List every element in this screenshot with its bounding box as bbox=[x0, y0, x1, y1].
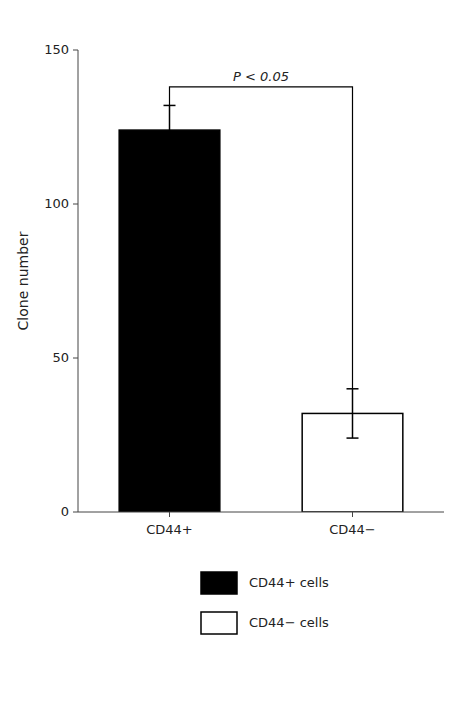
x-axis-line bbox=[78, 512, 444, 513]
marks bbox=[119, 105, 403, 512]
significance-text: P < 0.05 bbox=[233, 69, 289, 84]
legend-swatch bbox=[201, 612, 237, 634]
x-tick bbox=[169, 512, 170, 517]
x-axis: CD44+ CD44− bbox=[78, 512, 444, 537]
legend-label: CD44+ cells bbox=[249, 575, 329, 590]
x-tick bbox=[352, 512, 353, 517]
chart-svg: 0 50 100 150 Clone number CD44+ CD44− P < 0.05 C… bbox=[0, 0, 474, 712]
significance-bracket bbox=[170, 87, 353, 389]
x-tick-label: CD44+ bbox=[146, 522, 193, 537]
legend-swatch bbox=[201, 572, 237, 594]
bracket-line bbox=[170, 87, 353, 389]
y-tick-label: 150 bbox=[44, 42, 69, 57]
y-tick-label: 0 bbox=[61, 504, 69, 519]
error-bar-stem bbox=[169, 105, 171, 154]
error-bar bbox=[164, 105, 176, 154]
chart-container: 0 50 100 150 Clone number CD44+ CD44− P < 0.05 C… bbox=[0, 0, 474, 712]
legend-label: CD44− cells bbox=[249, 615, 329, 630]
y-tick bbox=[73, 50, 78, 51]
y-tick bbox=[73, 358, 78, 359]
error-bar-cap bbox=[164, 154, 176, 156]
y-tick-label: 50 bbox=[52, 350, 69, 365]
y-axis: 0 50 100 150 bbox=[44, 42, 78, 519]
bar bbox=[119, 130, 220, 512]
y-axis-label: Clone number bbox=[15, 231, 31, 330]
y-tick bbox=[73, 512, 78, 513]
y-tick bbox=[73, 204, 78, 205]
x-tick-label: CD44− bbox=[329, 522, 376, 537]
y-axis-line bbox=[78, 50, 79, 512]
error-bar-stem bbox=[352, 389, 354, 438]
error-bar bbox=[347, 389, 359, 438]
legend: CD44+ cells CD44− cells bbox=[201, 572, 329, 634]
error-bar-cap bbox=[347, 437, 359, 439]
y-tick-label: 100 bbox=[44, 196, 69, 211]
